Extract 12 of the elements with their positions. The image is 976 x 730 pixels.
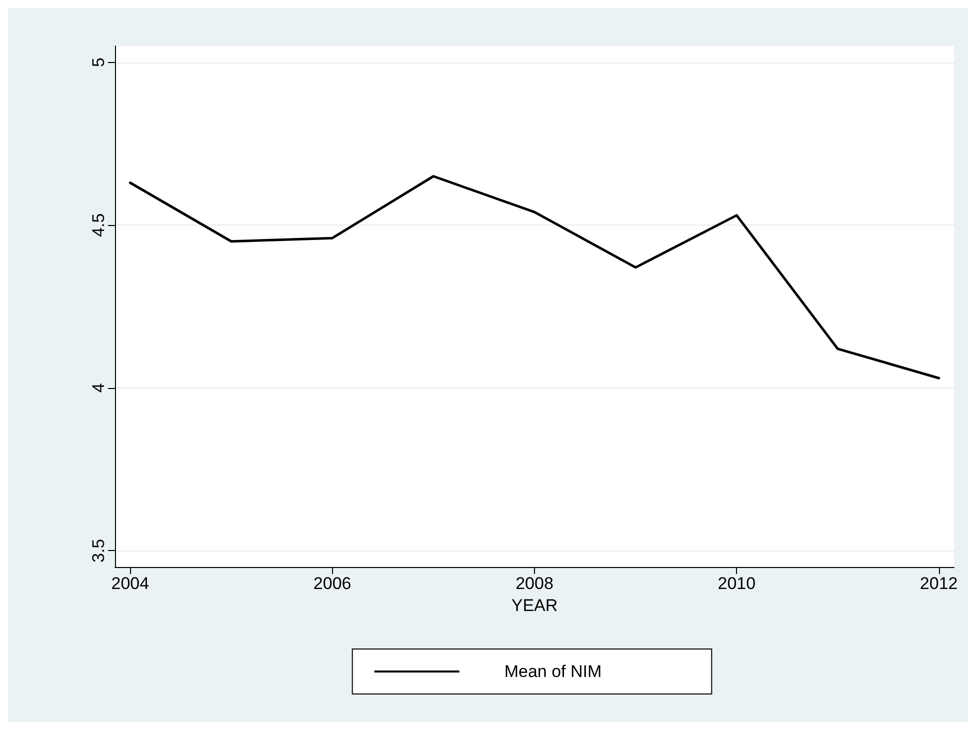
y-tick-label: 5 bbox=[89, 58, 108, 68]
x-tick-label: 2006 bbox=[313, 574, 352, 593]
y-tick-label: 4 bbox=[89, 383, 108, 393]
x-tick-label: 2012 bbox=[920, 574, 958, 593]
text: Mean of NIM bbox=[504, 662, 602, 681]
y-tick-label: 3.5 bbox=[89, 538, 108, 563]
x-tick-label: 2008 bbox=[516, 574, 554, 593]
x-tick-label: 2010 bbox=[718, 574, 756, 593]
x-tick-label: 2004 bbox=[111, 574, 150, 593]
line-series bbox=[128, 175, 940, 380]
x-axis-title: YEAR bbox=[511, 596, 558, 615]
y-tick-label: 4.5 bbox=[89, 213, 108, 237]
